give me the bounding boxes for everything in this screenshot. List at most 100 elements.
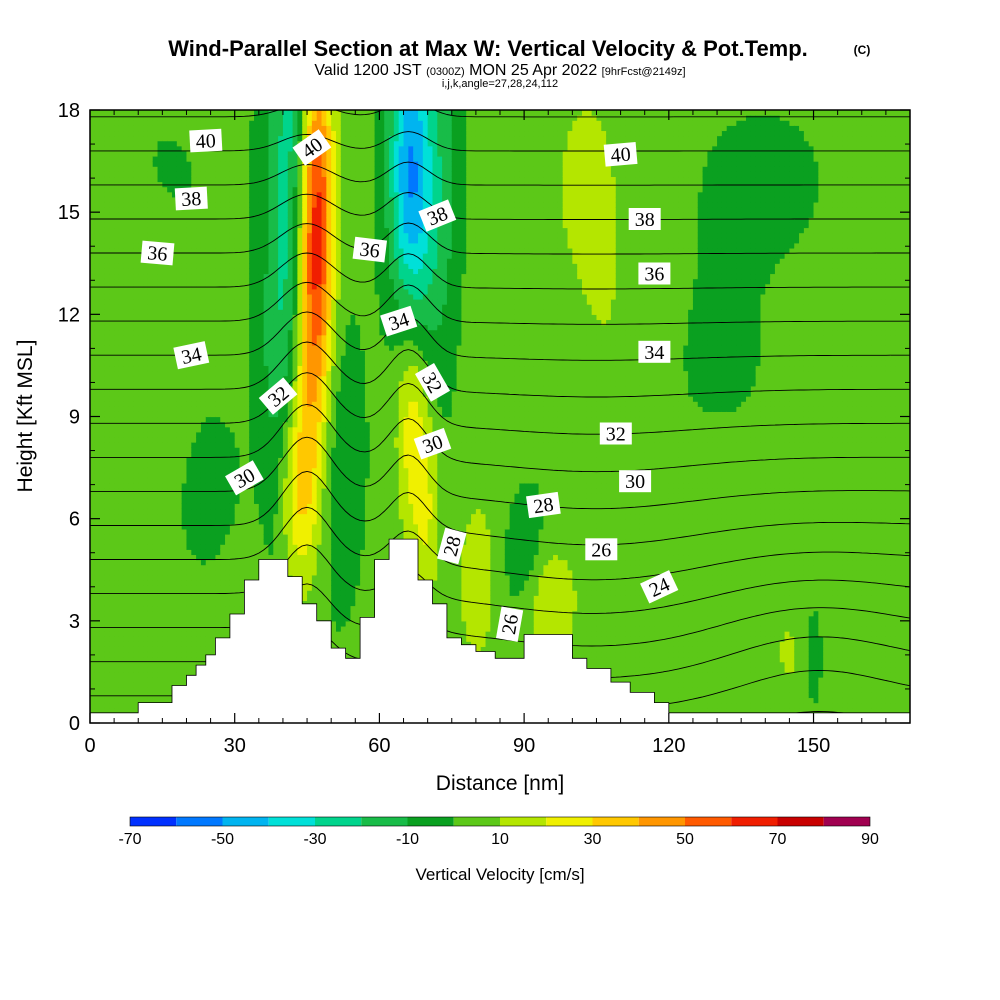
w-cell: [205, 309, 212, 315]
w-cell: [239, 263, 245, 269]
w-cell: [123, 253, 130, 259]
w-cell: [94, 416, 101, 423]
w-cell: [200, 600, 207, 607]
w-cell: [99, 196, 106, 203]
w-cell: [200, 641, 207, 647]
w-cell: [186, 273, 192, 280]
w-cell: [157, 324, 163, 331]
w-cell: [90, 324, 96, 331]
w-cell: [225, 447, 231, 453]
w-cell: [234, 508, 241, 515]
w-cell: [123, 625, 130, 632]
w-cell: [172, 677, 178, 683]
w-cell: [258, 150, 265, 157]
w-cell: [205, 375, 212, 382]
w-cell: [133, 191, 139, 198]
w-cell: [268, 513, 274, 520]
w-cell: [268, 452, 274, 458]
w-cell: [176, 115, 183, 121]
w-cell: [128, 334, 135, 341]
w-cell: [225, 513, 231, 520]
w-cell: [138, 120, 144, 126]
w-cell: [268, 370, 274, 377]
w-cell: [220, 207, 226, 213]
w-cell: [229, 508, 236, 515]
w-cell: [210, 334, 217, 341]
w-cell: [254, 283, 260, 290]
w-cell: [143, 508, 149, 515]
w-cell: [282, 299, 289, 305]
w-cell: [172, 559, 178, 566]
w-cell: [104, 411, 110, 418]
w-cell: [225, 115, 231, 121]
w-cell: [181, 416, 188, 423]
w-cell: [143, 677, 149, 683]
w-cell: [282, 508, 289, 515]
w-cell: [282, 217, 289, 223]
w-cell: [287, 431, 294, 438]
w-cell: [196, 242, 202, 249]
w-cell: [249, 237, 255, 244]
w-cell: [191, 181, 197, 188]
w-cell: [220, 528, 226, 535]
w-cell: [128, 620, 135, 627]
w-cell: [118, 278, 125, 285]
w-cell: [220, 436, 226, 443]
w-cell: [99, 426, 106, 433]
w-cell: [90, 671, 96, 678]
w-cell: [239, 278, 245, 285]
w-cell: [205, 533, 212, 540]
w-cell: [123, 247, 130, 254]
w-cell: [128, 498, 135, 504]
w-cell: [176, 299, 183, 305]
w-cell: [118, 360, 125, 367]
w-cell: [263, 293, 270, 300]
w-cell: [229, 329, 236, 336]
w-cell: [143, 222, 149, 229]
w-cell: [191, 278, 197, 285]
w-cell: [282, 344, 289, 351]
w-cell: [244, 574, 250, 581]
w-cell: [90, 615, 96, 622]
w-cell: [162, 304, 168, 310]
w-cell: [249, 390, 255, 397]
w-cell: [128, 559, 135, 566]
w-cell: [123, 472, 130, 479]
w-cell: [162, 656, 168, 663]
chart-title: Wind-Parallel Section at Max W: Vertical…: [168, 36, 808, 61]
w-cell: [200, 150, 207, 157]
w-cell: [94, 339, 101, 346]
w-cell: [147, 217, 154, 223]
w-cell: [210, 610, 217, 617]
w-cell: [152, 344, 159, 351]
w-cell: [196, 447, 202, 453]
w-cell: [205, 447, 212, 453]
w-cell: [249, 207, 255, 213]
w-cell: [147, 646, 154, 653]
w-cell: [181, 528, 188, 535]
w-cell: [225, 232, 231, 239]
w-cell: [215, 579, 221, 586]
w-cell: [118, 488, 125, 494]
w-cell: [273, 365, 279, 372]
w-cell: [258, 319, 265, 326]
w-cell: [167, 401, 173, 407]
w-cell: [109, 115, 115, 121]
w-cell: [254, 559, 260, 566]
w-cell: [210, 120, 217, 126]
w-cell: [176, 472, 183, 479]
w-cell: [123, 176, 130, 183]
w-cell: [162, 651, 168, 658]
w-cell: [205, 406, 212, 412]
w-cell: [104, 186, 110, 193]
w-cell: [104, 155, 110, 162]
w-cell: [176, 329, 183, 336]
w-cell: [147, 115, 154, 121]
w-cell: [162, 508, 168, 515]
w-cell: [109, 585, 115, 591]
w-cell: [176, 508, 183, 515]
w-cell: [109, 416, 115, 423]
w-cell: [239, 166, 245, 172]
w-cell: [172, 447, 178, 453]
w-cell: [229, 498, 236, 504]
